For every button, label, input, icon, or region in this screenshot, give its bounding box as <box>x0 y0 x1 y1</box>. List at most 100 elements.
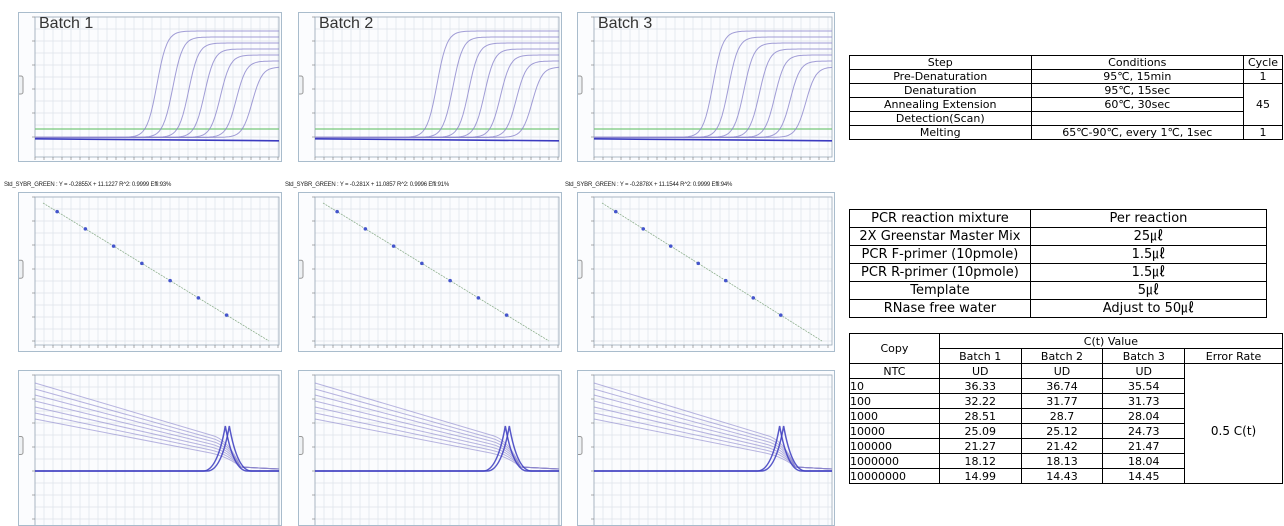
mix-header-per-reaction: Per reaction <box>1029 209 1268 228</box>
melt-peak-curve <box>35 425 279 472</box>
standard-point <box>448 278 452 283</box>
pcr-steps-table: Step Conditions Cycle Pre-Denaturation 9… <box>849 55 1283 140</box>
standard-point <box>224 313 229 317</box>
plot-frame <box>314 16 560 158</box>
ct-header-batch-1: Batch 1 <box>938 348 1022 364</box>
standard-curve-batch-1 <box>18 192 282 352</box>
scroll-handle-icon <box>578 75 583 95</box>
table-row: Batch 1 Batch 2 Batch 3 Error Rate <box>850 348 1283 364</box>
standard-point <box>391 244 396 248</box>
fluorescence-curve <box>34 418 280 470</box>
ct-header-error-rate: Error Rate <box>1184 348 1283 364</box>
step-cell: Denaturation <box>849 83 1032 98</box>
steps-header-step: Step <box>849 55 1032 70</box>
equation-batch-2: Std_SYBR_GREEN : Y = -0.281X + 11.0857 R… <box>285 182 450 188</box>
standard-point <box>723 278 728 283</box>
plot-frame <box>34 196 280 346</box>
table-row: Template 5㎕ <box>849 281 1268 300</box>
fluorescence-curve <box>34 388 280 470</box>
standard-point <box>420 261 424 266</box>
standard-curve-batch-3 <box>577 192 835 352</box>
ct-error-blank <box>1184 363 1283 379</box>
ct-header-group: C(t) Value <box>938 333 1284 349</box>
standard-point <box>168 278 172 283</box>
standard-point <box>696 261 701 266</box>
standard-point <box>140 261 144 266</box>
mix-amount: 1.5㎕ <box>1029 245 1268 264</box>
ct-value: 14.45 <box>1102 468 1186 484</box>
scroll-handle-icon <box>299 436 304 456</box>
ct-value-table: Copy C(t) Value Batch 1 Batch 2 Batch 3 … <box>849 333 1284 484</box>
ct-header-copy: Copy <box>849 333 940 364</box>
ct-value: 28.04 <box>1102 408 1186 424</box>
table-row: Annealing Extension 60℃, 30sec <box>849 97 1283 112</box>
step-cell: Melting <box>849 125 1032 140</box>
mix-amount: 1.5㎕ <box>1029 263 1268 282</box>
ct-value: 21.27 <box>938 438 1022 454</box>
plot-frame <box>34 16 280 158</box>
plot-frame <box>34 374 280 525</box>
scroll-handle-icon <box>19 436 24 456</box>
standard-point <box>668 244 673 248</box>
ct-value: 36.74 <box>1020 378 1104 394</box>
batch-1-title: Batch 1 <box>39 15 94 32</box>
ct-header-batch-2: Batch 2 <box>1020 348 1104 364</box>
table-row: NTC UD UD UD <box>849 363 1283 379</box>
fluorescence-curve <box>314 418 560 470</box>
fluorescence-curve <box>34 394 280 470</box>
ct-copy: 10 <box>849 378 940 394</box>
table-row: Denaturation 95℃, 15sec 45 <box>849 83 1283 126</box>
melt-peak-curve <box>315 425 559 472</box>
standard-point <box>476 296 481 300</box>
ct-value: 21.47 <box>1102 438 1186 454</box>
mix-header-mixture: PCR reaction mixture <box>849 209 1031 228</box>
ct-value: 31.77 <box>1020 393 1104 409</box>
condition-cell: 60℃, 30sec <box>1030 97 1245 112</box>
amplification-curve <box>35 42 279 138</box>
baseline-curve <box>314 138 560 142</box>
melt-peak-curve <box>315 425 559 472</box>
ct-value: 36.33 <box>938 378 1022 394</box>
melt-peak-curve <box>594 425 832 472</box>
melt-peak-curve <box>35 425 279 472</box>
fit-line <box>601 202 823 342</box>
plot-frame <box>593 196 833 346</box>
ct-copy: NTC <box>849 363 940 379</box>
standard-point <box>641 227 646 231</box>
scroll-handle-icon <box>578 436 583 456</box>
amplification-curve <box>35 48 279 138</box>
mix-amount: 25㎕ <box>1029 227 1268 246</box>
melt-curve-batch-1 <box>18 370 282 526</box>
step-cell: Detection(Scan) <box>849 111 1032 126</box>
amplification-curve <box>35 30 279 138</box>
equation-batch-3: Std_SYBR_GREEN : Y = -0.2878X + 11.1544 … <box>565 182 733 188</box>
mix-item: PCR F-primer (10pmole) <box>849 245 1031 264</box>
table-row: Melting 65℃-90℃, every 1℃, 1sec 1 <box>849 125 1283 140</box>
table-row: 1000000 18.12 18.13 18.04 <box>849 453 1283 469</box>
table-row: Copy C(t) Value <box>849 333 1284 364</box>
ct-value: 25.09 <box>938 423 1022 439</box>
table-row: 2X Greenstar Master Mix 25㎕ <box>849 227 1268 246</box>
ct-error-rate: 0.5 C(t) <box>1184 378 1283 484</box>
ct-value: 28.7 <box>1020 408 1104 424</box>
mix-amount: 5㎕ <box>1029 281 1268 300</box>
batch-3-title: Batch 3 <box>598 15 653 32</box>
standard-point <box>196 296 201 300</box>
cycle-cell-merged: 45 <box>1243 83 1283 126</box>
fluorescence-curve <box>34 406 280 470</box>
baseline-curve <box>593 138 833 142</box>
condition-cell: 95℃, 15sec <box>1030 83 1245 98</box>
mix-item: PCR R-primer (10pmole) <box>849 263 1031 282</box>
plot-frame <box>314 374 560 525</box>
standard-curve-batch-2 <box>298 192 562 352</box>
fluorescence-curve <box>593 418 833 470</box>
steps-header-cycle: Cycle <box>1243 55 1283 70</box>
step-cell: Pre-Denaturation <box>849 69 1032 84</box>
table-row: 10 36.33 36.74 35.54 0.5 C(t) <box>849 378 1283 484</box>
standard-point <box>111 244 116 248</box>
scroll-handle-icon <box>19 75 24 95</box>
pcr-mixture-table: PCR reaction mixture Per reaction 2X Gre… <box>849 209 1268 318</box>
scroll-handle-icon <box>578 259 583 279</box>
melt-curve-batch-3 <box>577 370 835 526</box>
step-cell: Annealing Extension <box>849 97 1032 112</box>
